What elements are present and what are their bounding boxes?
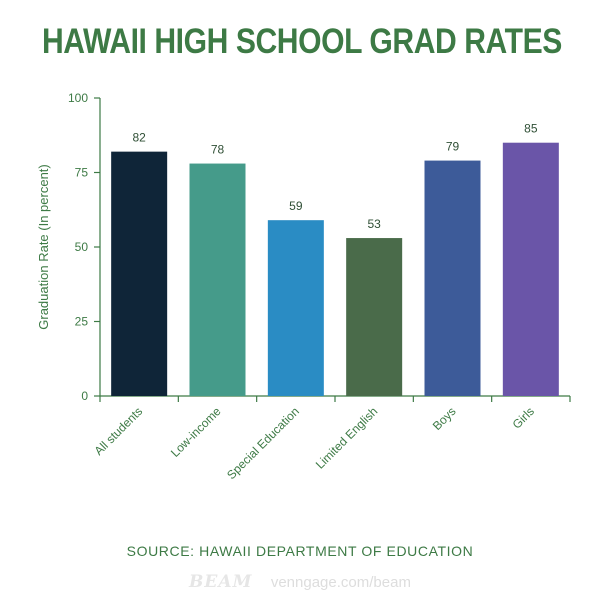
bar-limited-english — [346, 238, 403, 396]
bar-value-label: 85 — [524, 122, 538, 136]
source-note: SOURCE: HAWAII DEPARTMENT OF EDUCATION — [126, 543, 474, 559]
footer: BEAM venngage.com/beam — [0, 572, 600, 592]
bar-all-students — [111, 151, 168, 396]
y-axis-label: Graduation Rate (In percent) — [36, 164, 51, 329]
x-tick-label: Boys — [430, 404, 459, 433]
x-tick-label: Girls — [510, 404, 537, 431]
y-tick-label: 0 — [81, 389, 88, 403]
bar-girls — [502, 142, 559, 396]
bar-value-label: 79 — [446, 140, 460, 154]
x-tick-label: All students — [92, 404, 146, 458]
bar-special-education — [267, 220, 324, 396]
y-tick-label: 75 — [75, 166, 89, 180]
x-tick-label: Low-income — [168, 404, 224, 460]
bar-boys — [424, 160, 481, 396]
y-tick-label: 25 — [75, 315, 89, 329]
bar-value-label: 82 — [132, 131, 146, 145]
bar-value-label: 53 — [367, 217, 381, 231]
bar-value-label: 59 — [289, 199, 303, 213]
footer-url: venngage.com/beam — [270, 574, 411, 591]
y-tick-label: 100 — [68, 91, 88, 105]
beam-logo: BEAM — [189, 572, 253, 592]
x-tick-label: Special Education — [224, 404, 302, 482]
bar-value-label: 78 — [211, 143, 225, 157]
chart-title: HAWAII HIGH SCHOOL GRAD RATES — [42, 22, 562, 61]
bar-low-income — [189, 163, 246, 396]
x-tick-label: Limited English — [313, 404, 380, 471]
y-tick-label: 50 — [75, 240, 89, 254]
